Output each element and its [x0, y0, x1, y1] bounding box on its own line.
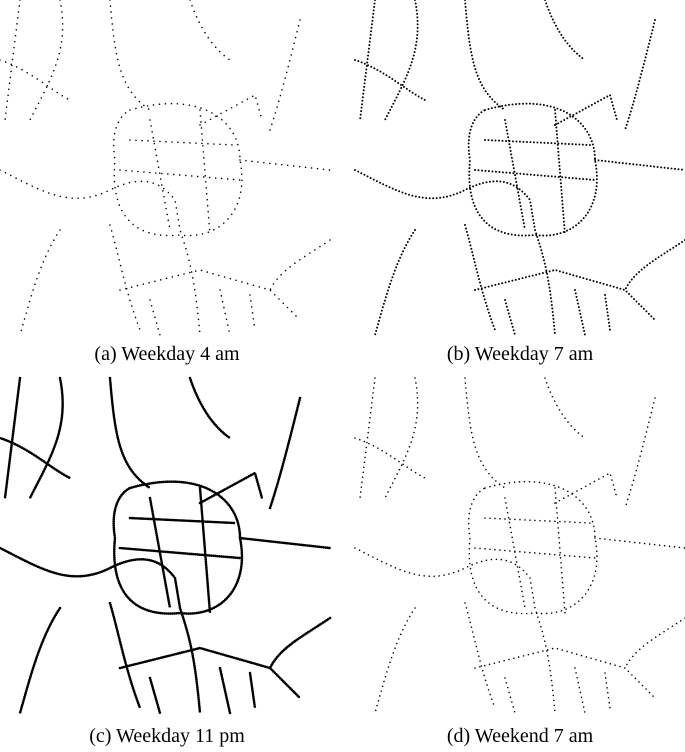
panel-c: (c) Weekday 11 pm [0, 378, 330, 747]
map [0, 378, 330, 713]
map [0, 0, 330, 335]
caption: (a) Weekday 4 am [94, 343, 240, 365]
figure: (a) Weekday 4 am (b) Weekday 7 am (c) We… [0, 0, 685, 752]
panel-a: (a) Weekday 4 am [0, 0, 330, 365]
map [355, 0, 685, 335]
map [355, 378, 685, 713]
caption: (c) Weekday 11 pm [89, 725, 245, 747]
caption: (b) Weekday 7 am [447, 343, 594, 365]
panel-b: (b) Weekday 7 am [355, 0, 685, 365]
caption: (d) Weekend 7 am [447, 725, 594, 747]
panel-d: (d) Weekend 7 am [355, 378, 685, 747]
